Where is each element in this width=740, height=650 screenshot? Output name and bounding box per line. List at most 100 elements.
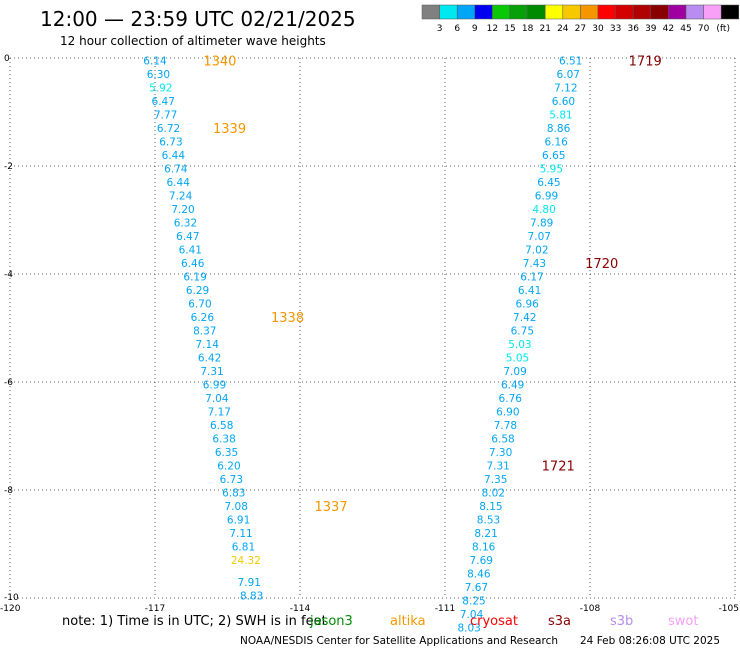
scale-swatch [668,4,687,20]
swh-value: 7.09 [503,366,526,378]
chart-subtitle: 12 hour collection of altimeter wave hei… [60,34,326,48]
swh-value: 8.86 [547,123,571,135]
scale-label: 39 [645,24,657,34]
swh-value: 6.73 [159,137,182,149]
swh-value: 7.69 [470,555,493,567]
swh-value: 5.92 [149,83,172,95]
swh-value: 6.75 [511,326,534,338]
swh-value: 8.37 [193,326,216,338]
swh-value: 7.20 [171,204,194,216]
scale-swatch [632,4,652,20]
swh-value: 7.31 [200,366,223,378]
swh-value: 6.74 [164,164,188,176]
swh-value: 6.73 [220,474,243,486]
swh-value: 6.35 [215,447,238,459]
swh-value: 7.91 [238,577,261,589]
swh-value: 6.58 [210,420,233,432]
west-track: 6.146.305.926.477.776.726.736.446.746.44… [143,56,263,603]
swh-value: 6.30 [147,69,170,81]
swh-value: 6.41 [518,285,541,297]
swh-value: 5.05 [506,353,529,365]
scale-label: 24 [557,24,569,34]
scale-swatch [720,4,740,20]
swh-value: 7.07 [528,231,551,243]
pass-time-label: 1719 [629,55,662,70]
scale-label: 33 [610,24,621,34]
scale-swatch [650,4,669,20]
swh-value: 8.21 [474,528,497,540]
scale-label: 12 [487,24,498,34]
swh-value: 6.44 [167,177,191,189]
axis-labels: -120 -117 -114 -111 -108 -105 0 -2 -4 -6 -8 -10 [0,54,739,614]
scale-swatch [421,4,440,20]
pass-time-label: 1339 [213,122,246,137]
x-tick-label: -105 [719,604,739,614]
swh-value: 6.14 [143,56,167,68]
swh-value: 7.31 [486,461,509,473]
swh-value: 7.14 [196,339,220,351]
pass-time-label: 1340 [203,55,236,70]
swh-value: 8.03 [457,623,480,635]
pass-time-label: 1720 [585,257,618,272]
swh-value: 5.95 [540,164,563,176]
swh-value: 6.44 [162,150,186,162]
swh-value: 6.49 [501,380,524,392]
scale-swatch [492,4,511,20]
swh-value: 6.72 [157,123,180,135]
chart-title: 12:00 — 23:59 UTC 02/21/2025 [40,7,356,31]
scale-label: 36 [627,24,639,34]
x-tick-label: -108 [580,604,601,614]
y-tick-label: -4 [4,270,13,280]
swh-value: 7.17 [208,407,231,419]
scale-label: 45 [680,24,691,34]
swh-value: 7.43 [523,258,546,270]
swh-value: 6.91 [227,515,250,527]
scale-label: 42 [663,24,674,34]
scale-swatch [439,4,458,20]
swh-value: 5.81 [549,110,572,122]
time-labels: 1340 1339 1338 1337 1719 1720 1721 [203,55,661,516]
swh-value: 6.47 [176,231,199,243]
x-tick-label: -120 [0,604,21,614]
scale-swatch [527,4,546,20]
scale-label: 3 [437,24,443,34]
satellite-legend: jason3 altika cryosat s3a s3b swot [309,614,698,629]
satellite-legend-item: swot [668,614,698,629]
swh-value: 6.99 [203,380,226,392]
x-tick-label: -111 [435,604,455,614]
scale-unit: (ft) [716,24,730,34]
swh-value: 8.02 [482,488,505,500]
scale-swatch [509,4,528,20]
swh-value: 7.77 [154,110,177,122]
swh-value: 6.19 [183,272,206,284]
scale-swatch [562,4,581,20]
scale-swatch [703,4,722,20]
pass-time-label: 1337 [315,500,348,515]
pass-time-label: 1721 [542,460,575,475]
swh-value: 4.80 [532,204,555,216]
swh-value: 8.15 [479,501,502,513]
scale-swatch [615,4,634,20]
swh-value: 6.90 [496,407,519,419]
scale-label: 6 [454,24,460,34]
swh-value: 6.81 [232,542,255,554]
swh-value: 7.78 [494,420,517,432]
y-tick-label: -2 [4,162,13,172]
swh-value: 7.08 [225,501,248,513]
swh-value: 6.16 [544,137,568,149]
swh-value: 8.16 [472,542,496,554]
swh-value: 6.41 [179,245,202,257]
swh-value: 7.02 [525,245,548,257]
swh-value: 6.38 [212,434,235,446]
swh-value: 7.89 [530,218,553,230]
x-tick-label: -114 [290,604,311,614]
swh-value: 6.46 [181,258,205,270]
scale-label: 27 [575,24,586,34]
scale-label: 15 [504,24,515,34]
scale-label: 21 [539,24,550,34]
y-tick-label: -8 [4,486,13,496]
color-scale: 3 6 9 12 15 18 21 24 27 30 33 36 39 42 45 70 (ft) [421,4,740,34]
